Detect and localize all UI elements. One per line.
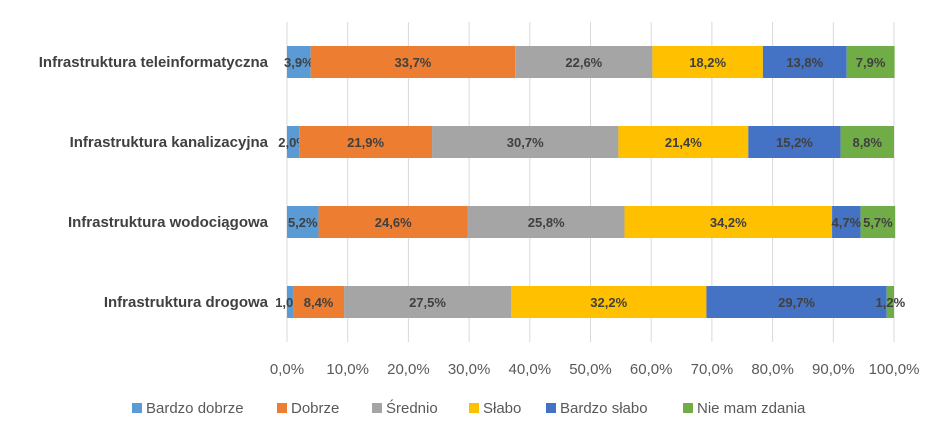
category-label: Infrastruktura teleinformatyczna [39, 54, 269, 71]
data-label: 1,2% [876, 295, 906, 310]
bar-segment [618, 126, 749, 158]
legend-swatch [132, 403, 142, 413]
data-label: 5,2% [288, 215, 318, 230]
x-tick-label: 50,0% [569, 361, 612, 378]
legend-label: Bardzo dobrze [146, 400, 244, 417]
legend-swatch [469, 403, 479, 413]
bar-segment [832, 206, 861, 238]
data-label: 33,7% [395, 55, 432, 70]
legend-swatch [372, 403, 382, 413]
data-label: 27,5% [409, 295, 446, 310]
legend-label: Nie mam zdania [697, 400, 806, 417]
data-label: 22,6% [565, 55, 602, 70]
bar-segment [706, 286, 887, 318]
bar-segment [652, 46, 763, 78]
bar-segment [624, 206, 833, 238]
bar-segment [467, 206, 625, 238]
data-label: 30,7% [507, 135, 544, 150]
bar-segment [287, 206, 319, 238]
data-label: 4,7% [832, 215, 862, 230]
x-axis-ticks: 0,0% 10,0% 20,0% 30,0% 40,0% 50,0% 60,0% 70,0% 8… [270, 361, 920, 378]
x-tick-label: 90,0% [812, 361, 855, 378]
x-tick-label: 100,0% [869, 361, 920, 378]
category-labels: Infrastruktura teleinformatyczna Infrastr… [39, 54, 269, 311]
bar-segment [846, 46, 895, 78]
bar-segment [840, 126, 894, 158]
bar-segment [299, 126, 433, 158]
x-tick-label: 20,0% [387, 361, 430, 378]
data-label: 8,8% [852, 135, 882, 150]
data-label: 29,7% [778, 295, 815, 310]
legend-swatch [683, 403, 693, 413]
data-label: 8,4% [304, 295, 334, 310]
data-label: 25,8% [528, 215, 565, 230]
bar-segment [287, 46, 311, 78]
legend-swatch [277, 403, 287, 413]
bar-segment [860, 206, 896, 238]
bar-segment [886, 286, 894, 318]
category-label: Infrastruktura kanalizacyjna [70, 134, 269, 151]
x-tick-label: 10,0% [326, 361, 369, 378]
data-label: 24,6% [375, 215, 412, 230]
bars: 3,9% 33,7% 22,6% 18,2% 13,8% 7,9%2,0% 21,9% 30,… [275, 46, 906, 318]
data-label: 3,9% [284, 55, 314, 70]
legend-swatch [546, 403, 556, 413]
data-label: 15,2% [776, 135, 813, 150]
category-label: Infrastruktura wodociągowa [68, 214, 269, 231]
data-label: 7,9% [856, 55, 886, 70]
data-label: 18,2% [689, 55, 726, 70]
legend-label: Średnio [386, 399, 438, 417]
x-tick-label: 40,0% [509, 361, 552, 378]
legend: Bardzo dobrze Dobrze Średnio Słabo Bardzo sł… [132, 399, 806, 417]
legend-label: Bardzo słabo [560, 400, 648, 417]
data-label: 13,8% [786, 55, 823, 70]
bar-segment [287, 126, 300, 158]
bar-segment [318, 206, 468, 238]
legend-label: Dobrze [291, 400, 339, 417]
bar-segment [344, 286, 511, 318]
bar-segment [287, 286, 294, 318]
x-tick-label: 30,0% [448, 361, 491, 378]
x-tick-label: 80,0% [751, 361, 794, 378]
data-label: 34,2% [710, 215, 747, 230]
data-label: 21,4% [665, 135, 702, 150]
x-tick-label: 0,0% [270, 361, 304, 378]
data-label: 32,2% [590, 295, 627, 310]
bar-segment [293, 286, 345, 318]
x-tick-label: 70,0% [691, 361, 734, 378]
legend-label: Słabo [483, 400, 521, 417]
data-label: 21,9% [347, 135, 384, 150]
bar-segment [515, 46, 653, 78]
bar-segment [748, 126, 841, 158]
bar-segment [432, 126, 619, 158]
data-label: 5,7% [863, 215, 893, 230]
x-tick-label: 60,0% [630, 361, 673, 378]
bar-segment [310, 46, 516, 78]
category-label: Infrastruktura drogowa [104, 294, 269, 311]
bar-segment [510, 286, 707, 318]
bar-segment [762, 46, 847, 78]
